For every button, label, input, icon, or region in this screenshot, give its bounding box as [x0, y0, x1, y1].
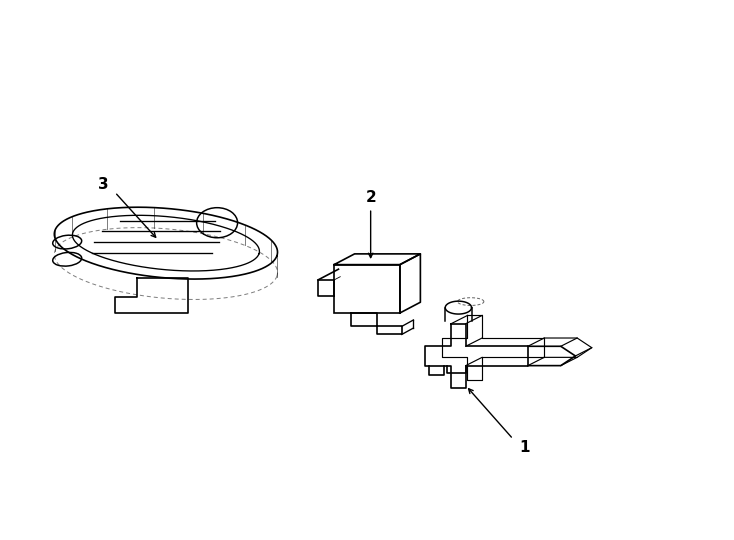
Text: 1: 1 — [519, 440, 529, 455]
Text: 2: 2 — [366, 190, 376, 205]
Text: 3: 3 — [98, 177, 109, 192]
